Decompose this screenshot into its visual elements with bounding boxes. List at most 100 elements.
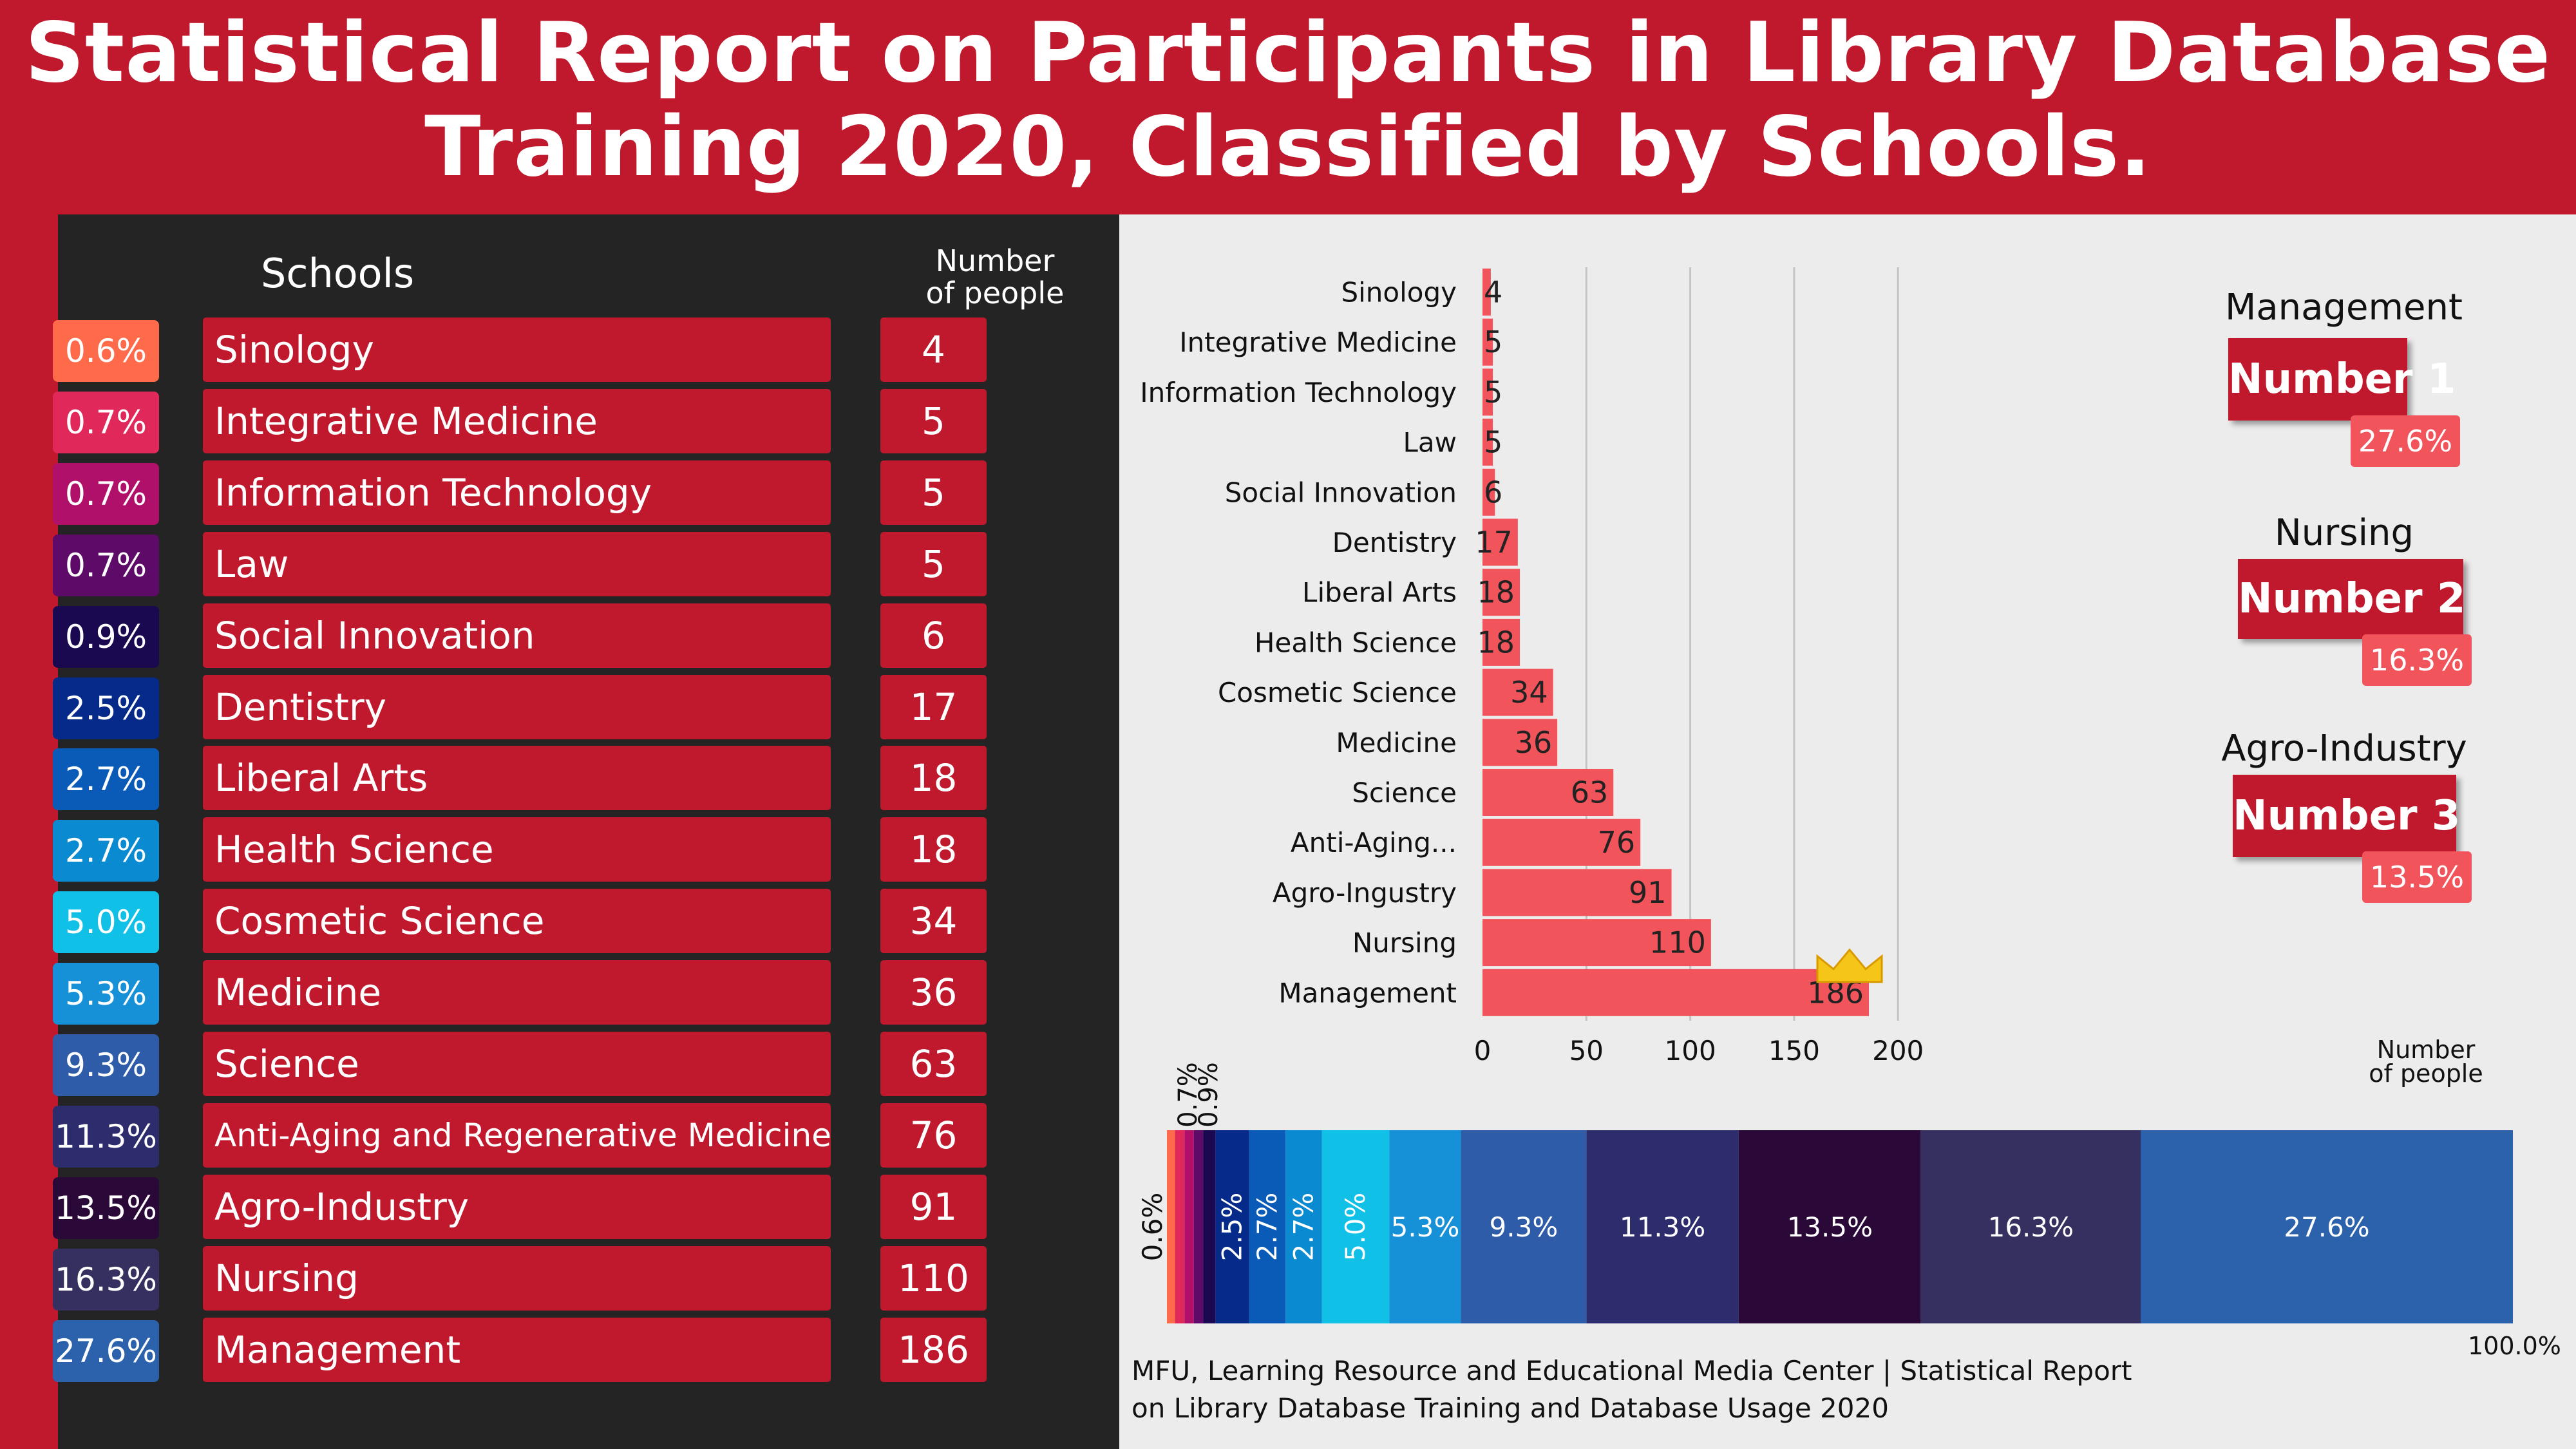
percent-badge: 2.7% <box>53 748 159 811</box>
stacked-segment <box>2141 1130 2513 1323</box>
school-name: Integrative Medicine <box>203 388 831 453</box>
table-row: 2.7% Liberal Arts 18 <box>0 746 1119 811</box>
percent-badge: 27.6% <box>53 1320 159 1382</box>
percent-badge: 13.5% <box>53 1177 159 1239</box>
school-name: Health Science <box>203 817 831 882</box>
segment-label: 16.3% <box>1988 1211 2074 1243</box>
title-line-1: Statistical Report on Participants in Li… <box>24 5 2552 101</box>
value-label: 63 <box>1571 775 1609 810</box>
school-name: Cosmetic Science <box>203 889 831 954</box>
school-name: Anti-Aging and Regenerative Medicine <box>203 1103 831 1168</box>
percent-badge: 9.3% <box>53 1034 159 1096</box>
category-label: Health Science <box>1255 627 1457 658</box>
stacked-segment <box>1203 1130 1216 1323</box>
value-label: 110 <box>1649 925 1706 960</box>
bar <box>1482 618 1520 666</box>
participant-count: 76 <box>880 1103 987 1168</box>
school-name: Law <box>203 531 831 596</box>
table-row: 0.7% Integrative Medicine 5 <box>0 388 1119 453</box>
bar <box>1482 368 1493 416</box>
category-label: Integrative Medicine <box>1179 327 1457 358</box>
number-column-header: Number of people <box>914 245 1075 309</box>
bar <box>1482 318 1493 366</box>
rank-school-name: Management <box>2225 287 2463 328</box>
x-axis-label: of people <box>2369 1059 2483 1088</box>
school-name: Science <box>203 1032 831 1096</box>
stacked-segment <box>1920 1130 2141 1323</box>
participant-count: 17 <box>880 674 987 739</box>
percent-badge: 0.7% <box>53 391 159 453</box>
rank-school-name: Agro-Industry <box>2221 728 2467 770</box>
table-row: 27.6% Management 186 <box>0 1317 1119 1382</box>
value-label: 36 <box>1515 725 1553 760</box>
value-label: 91 <box>1629 875 1667 910</box>
segment-label: 2.7% <box>1288 1193 1320 1262</box>
page-title: Statistical Report on Participants in Li… <box>0 6 2576 194</box>
participant-count: 186 <box>880 1317 987 1382</box>
bar <box>1482 569 1520 616</box>
category-label: Liberal Arts <box>1302 577 1457 609</box>
category-label: Cosmetic Science <box>1218 677 1457 708</box>
percent-badge: 11.3% <box>53 1105 159 1168</box>
crown-icon <box>1816 948 1883 983</box>
school-name: Management <box>203 1317 831 1382</box>
table-row: 0.6% Sinology 4 <box>0 317 1119 382</box>
bar <box>1482 518 1518 566</box>
participant-count: 110 <box>880 1245 987 1311</box>
participant-count: 18 <box>880 746 987 811</box>
footer-line-1: MFU, Learning Resource and Educational M… <box>1132 1355 2132 1387</box>
value-label: 5 <box>1484 375 1502 410</box>
segment-label: 5.0% <box>1340 1193 1371 1262</box>
bar <box>1482 468 1495 516</box>
segment-label: 0.9% <box>1194 1062 1224 1128</box>
x-tick-label: 50 <box>1569 1035 1604 1066</box>
stacked-segment <box>1389 1130 1461 1323</box>
rank-badge: Number 1 <box>2228 338 2456 421</box>
table-row: 13.5% Agro-Industry 91 <box>0 1174 1119 1239</box>
bar <box>1482 869 1672 916</box>
number-header-line-1: Number <box>935 243 1055 278</box>
participant-count: 36 <box>880 960 987 1025</box>
percent-badge: 0.7% <box>53 534 159 596</box>
category-label: Nursing <box>1352 927 1457 959</box>
number-header-line-2: of people <box>925 276 1065 310</box>
stacked-segment <box>1167 1130 1175 1323</box>
footer-line-2: on Library Database Training and Databas… <box>1132 1392 1889 1424</box>
rank-percent: 16.3% <box>2362 634 2472 686</box>
segment-label: 0.6% <box>1137 1193 1168 1262</box>
participant-count: 4 <box>880 317 987 382</box>
segment-label: 9.3% <box>1490 1211 1558 1243</box>
table-row: 16.3% Nursing 110 <box>0 1245 1119 1311</box>
participant-count: 18 <box>880 817 987 882</box>
stacked-segment <box>1184 1130 1194 1323</box>
bar <box>1482 969 1870 1016</box>
category-label: Social Innovation <box>1225 477 1457 508</box>
table-row: 11.3% Anti-Aging and Regenerative Medicin… <box>0 1103 1119 1168</box>
title-line-2: Training 2020, Classified by Schools. <box>424 99 2152 195</box>
bar <box>1482 919 1711 967</box>
segment-label: 2.5% <box>1217 1193 1248 1262</box>
value-label: 34 <box>1510 675 1548 710</box>
value-label: 5 <box>1484 325 1502 359</box>
category-label: Management <box>1278 977 1457 1009</box>
table-row: 0.7% Law 5 <box>0 531 1119 596</box>
rank-badge: Number 3 <box>2233 775 2460 857</box>
rank-school-name: Nursing <box>2274 512 2414 554</box>
x-tick-label: 200 <box>1872 1035 1924 1066</box>
segment-label: 13.5% <box>1787 1211 1873 1243</box>
value-label: 76 <box>1598 825 1636 860</box>
value-label: 17 <box>1475 525 1513 560</box>
x-axis-label: Number <box>2377 1036 2476 1064</box>
bar <box>1482 719 1558 766</box>
rank-percent: 13.5% <box>2362 851 2472 903</box>
school-name: Dentistry <box>203 674 831 739</box>
table-row: 2.5% Dentistry 17 <box>0 674 1119 739</box>
rank-percent: 27.6% <box>2351 415 2460 467</box>
x-tick-label: 0 <box>1474 1035 1492 1066</box>
value-label: 6 <box>1484 475 1502 509</box>
category-label: Science <box>1352 777 1457 809</box>
percent-badge: 5.0% <box>53 891 159 954</box>
segment-label: 5.3% <box>1391 1211 1460 1243</box>
table-row: 0.7% Information Technology 5 <box>0 460 1119 525</box>
